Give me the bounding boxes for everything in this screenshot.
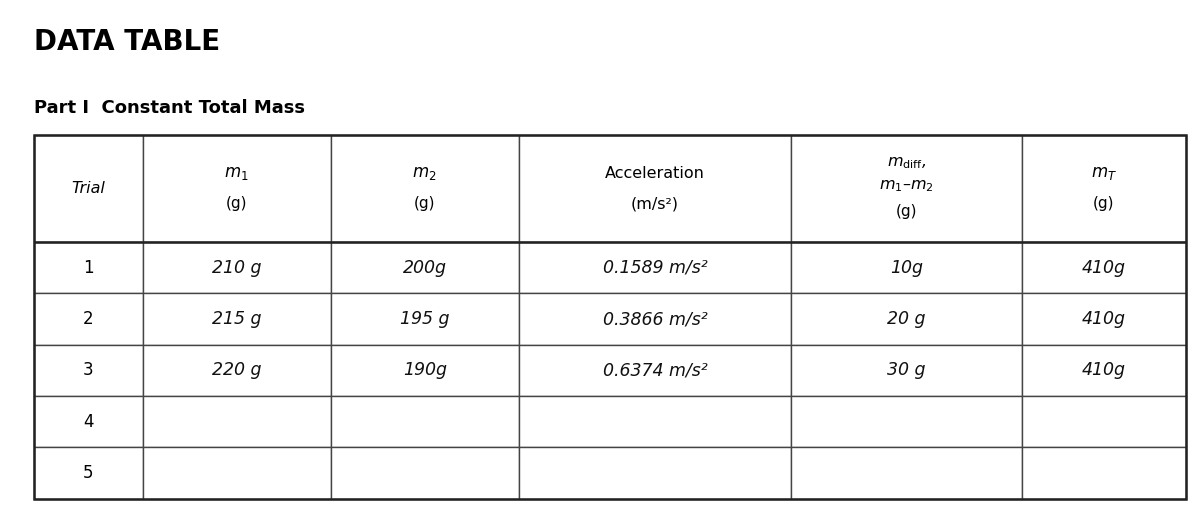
Bar: [143, 294, 331, 345]
Text: 4: 4: [83, 413, 94, 431]
Text: 0.1589 m/s²: 0.1589 m/s²: [602, 259, 708, 277]
Bar: [1022, 396, 1186, 448]
Bar: [331, 294, 518, 345]
Text: $m_1$–$m_2$: $m_1$–$m_2$: [880, 178, 934, 194]
Bar: [518, 396, 792, 448]
Text: 3: 3: [83, 362, 94, 379]
Text: 0.6374 m/s²: 0.6374 m/s²: [602, 362, 708, 379]
Text: Trial: Trial: [71, 181, 106, 196]
Text: 2: 2: [83, 310, 94, 328]
Text: (m/s²): (m/s²): [631, 196, 679, 211]
Bar: [1022, 242, 1186, 294]
Bar: [518, 242, 792, 294]
Text: 190g: 190g: [403, 362, 446, 379]
Text: $m_T$: $m_T$: [1091, 164, 1117, 182]
Bar: [331, 448, 518, 499]
Bar: [331, 396, 518, 448]
Text: 410g: 410g: [1081, 310, 1126, 328]
Text: Part I  Constant Total Mass: Part I Constant Total Mass: [34, 99, 305, 117]
Text: (g): (g): [1093, 196, 1115, 211]
Bar: [518, 448, 792, 499]
Bar: [34, 135, 143, 242]
Bar: [331, 345, 518, 396]
Bar: [792, 448, 1022, 499]
Text: (g): (g): [896, 204, 918, 219]
Bar: [34, 242, 143, 294]
Bar: [792, 345, 1022, 396]
Text: 220 g: 220 g: [212, 362, 262, 379]
Bar: [1022, 294, 1186, 345]
Text: 410g: 410g: [1081, 362, 1126, 379]
Bar: [1022, 345, 1186, 396]
Text: 30 g: 30 g: [888, 362, 926, 379]
Text: (g): (g): [414, 196, 436, 211]
Text: $m_{\mathrm{diff}}$,: $m_{\mathrm{diff}}$,: [887, 155, 926, 171]
Bar: [34, 135, 1186, 499]
Text: 410g: 410g: [1081, 259, 1126, 277]
Bar: [143, 135, 331, 242]
Text: (g): (g): [226, 196, 247, 211]
Bar: [518, 294, 792, 345]
Bar: [518, 345, 792, 396]
Bar: [34, 345, 143, 396]
Bar: [143, 242, 331, 294]
Text: 20 g: 20 g: [888, 310, 926, 328]
Text: 215 g: 215 g: [212, 310, 262, 328]
Text: 10g: 10g: [890, 259, 923, 277]
Text: $m_1$: $m_1$: [224, 164, 250, 182]
Bar: [34, 448, 143, 499]
Bar: [792, 294, 1022, 345]
Text: 1: 1: [83, 259, 94, 277]
Bar: [792, 135, 1022, 242]
Bar: [331, 242, 518, 294]
Text: 200g: 200g: [403, 259, 446, 277]
Text: Acceleration: Acceleration: [605, 166, 706, 181]
Text: 5: 5: [83, 464, 94, 482]
Text: $m_2$: $m_2$: [413, 164, 437, 182]
Bar: [143, 396, 331, 448]
Bar: [34, 294, 143, 345]
Bar: [1022, 448, 1186, 499]
Bar: [331, 135, 518, 242]
Text: DATA TABLE: DATA TABLE: [34, 28, 220, 56]
Text: 0.3866 m/s²: 0.3866 m/s²: [602, 310, 708, 328]
Bar: [792, 396, 1022, 448]
Bar: [1022, 135, 1186, 242]
Bar: [143, 345, 331, 396]
Bar: [143, 448, 331, 499]
Bar: [34, 396, 143, 448]
Text: 195 g: 195 g: [400, 310, 450, 328]
Bar: [518, 135, 792, 242]
Text: 210 g: 210 g: [212, 259, 262, 277]
Bar: [792, 242, 1022, 294]
